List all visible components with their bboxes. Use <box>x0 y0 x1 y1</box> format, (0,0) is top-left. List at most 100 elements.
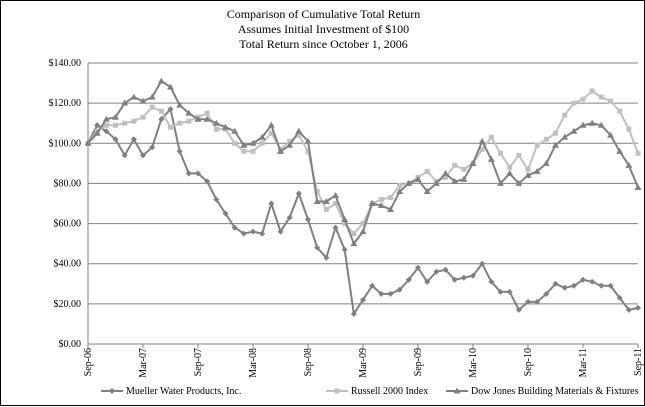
data-point-diamond <box>506 288 513 295</box>
data-point-square <box>626 126 632 132</box>
data-point-square <box>241 148 247 154</box>
data-point-triangle <box>167 83 174 90</box>
y-tick-label: $80.00 <box>54 178 82 189</box>
data-point-square <box>113 122 118 128</box>
data-point-diamond <box>185 170 192 177</box>
x-tick-label: Mar-07 <box>138 348 149 378</box>
data-point-square <box>149 104 155 110</box>
data-point-triangle <box>258 133 266 140</box>
data-point-triangle <box>497 179 504 186</box>
data-point-triangle <box>588 119 596 126</box>
legend-marker <box>453 387 461 394</box>
data-point-square <box>204 110 210 116</box>
data-point-diamond <box>589 278 596 285</box>
data-point-triangle <box>139 97 147 104</box>
data-point-square <box>305 148 311 154</box>
data-point-square <box>140 114 146 120</box>
data-point-triangle <box>304 137 312 144</box>
data-point-triangle <box>313 197 321 204</box>
data-point-diamond <box>341 246 348 253</box>
data-point-square <box>397 182 403 188</box>
legend-label: Russell 2000 Index <box>351 386 428 397</box>
y-tick-label: $20.00 <box>54 299 82 310</box>
data-point-diamond <box>460 274 467 281</box>
data-point-triangle <box>423 187 431 194</box>
data-point-square <box>598 94 604 100</box>
data-point-square <box>553 130 558 136</box>
data-point-diamond <box>396 286 403 293</box>
data-point-triangle <box>542 159 550 166</box>
data-point-triangle <box>515 179 523 186</box>
data-point-square <box>259 140 265 146</box>
data-point-triangle <box>432 179 440 186</box>
data-point-diamond <box>277 228 284 235</box>
data-point-diamond <box>94 122 101 129</box>
data-point-triangle <box>121 99 129 106</box>
data-point-diamond <box>314 244 321 251</box>
data-point-diamond <box>525 298 531 305</box>
data-point-diamond <box>479 260 486 267</box>
data-point-square <box>268 130 274 136</box>
data-point-diamond <box>534 298 541 305</box>
data-point-square <box>168 124 173 130</box>
data-point-square <box>452 162 458 168</box>
chart-title-line-3: Total Return since October 1, 2006 <box>239 37 408 51</box>
data-point-triangle <box>194 115 202 122</box>
data-point-diamond <box>561 284 568 291</box>
data-point-diamond <box>488 278 495 285</box>
data-point-triangle <box>469 159 477 166</box>
data-point-square <box>103 122 109 128</box>
data-point-square <box>635 150 641 156</box>
data-point-diamond <box>570 282 577 289</box>
legend-label: Dow Jones Building Materials & Fixtures <box>471 386 639 397</box>
x-tick-label: Sep-11 <box>633 348 644 376</box>
data-point-triangle <box>478 137 486 144</box>
y-tick-label: $40.00 <box>54 259 82 270</box>
data-point-diamond <box>112 136 119 143</box>
data-point-diamond <box>369 282 376 289</box>
series-line-2 <box>87 79 639 246</box>
data-point-diamond <box>442 266 449 273</box>
data-point-square <box>323 207 329 213</box>
y-tick-label: $60.00 <box>54 219 82 230</box>
data-point-triangle <box>524 171 532 178</box>
data-point-triangle <box>185 109 193 116</box>
y-tick-label: $140.00 <box>49 58 82 69</box>
data-point-diamond <box>268 200 275 207</box>
data-point-triangle <box>414 175 422 182</box>
data-point-diamond <box>378 290 385 297</box>
legend-marker <box>109 388 115 394</box>
data-point-triangle <box>295 127 303 134</box>
data-point-triangle <box>396 187 404 194</box>
x-tick-label: Sep-08 <box>303 348 314 376</box>
data-point-square <box>158 108 164 114</box>
data-point-diamond <box>424 278 431 285</box>
data-point-diamond <box>552 280 559 287</box>
data-point-diamond <box>580 276 586 283</box>
data-point-diamond <box>250 228 256 235</box>
data-point-triangle <box>130 93 138 100</box>
data-point-diamond <box>158 116 165 123</box>
data-point-triangle <box>570 127 578 134</box>
data-point-triangle <box>240 141 248 148</box>
data-point-triangle <box>332 191 339 198</box>
data-point-diamond <box>259 230 266 237</box>
data-point-square <box>443 174 448 180</box>
data-point-triangle <box>451 177 459 184</box>
data-point-triangle <box>267 121 275 128</box>
data-point-diamond <box>295 190 302 197</box>
data-point-triangle <box>579 121 587 128</box>
data-point-square <box>424 168 430 174</box>
data-point-square <box>378 196 384 202</box>
data-point-square <box>360 221 366 227</box>
data-point-diamond <box>332 224 339 231</box>
data-point-square <box>131 118 137 124</box>
data-point-square <box>543 136 549 142</box>
data-point-triangle <box>222 123 229 130</box>
data-point-square <box>342 221 348 227</box>
data-point-square <box>177 120 183 126</box>
data-point-triangle <box>405 179 413 186</box>
data-point-triangle <box>203 115 211 122</box>
x-tick-label: Sep-10 <box>523 348 534 376</box>
data-point-triangle <box>176 101 184 108</box>
